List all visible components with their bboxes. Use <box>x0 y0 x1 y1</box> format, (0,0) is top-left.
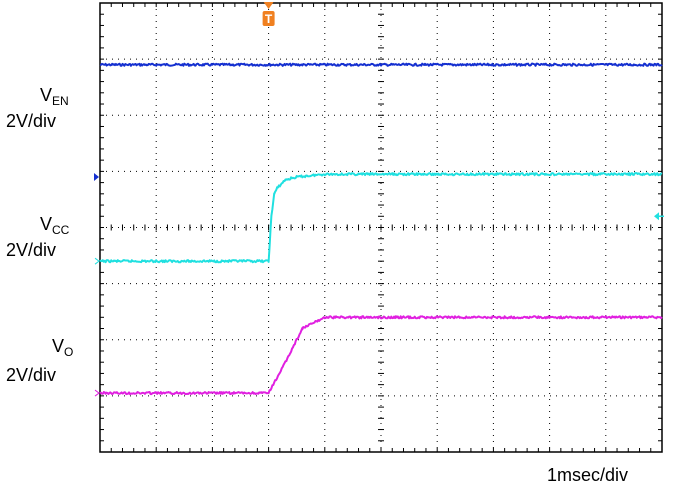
trigger-level-marker <box>654 212 659 221</box>
graticule <box>99 2 663 453</box>
series-layer <box>99 62 663 396</box>
vo-ground-marker <box>94 389 100 397</box>
ven-trace <box>99 62 663 67</box>
vo-label: VO <box>52 336 73 359</box>
grid-lines <box>99 2 663 453</box>
vcc-scale: 2V/div <box>6 240 56 260</box>
vcc-label: VCC <box>40 214 70 237</box>
trace-label-vo: VO 2V/div <box>6 336 73 385</box>
vo-scale: 2V/div <box>6 365 56 385</box>
x-axis-label: 1msec/div <box>547 465 628 485</box>
trigger-arrow-icon <box>263 2 274 9</box>
vcc-ground-marker <box>94 257 100 265</box>
marker-layer: T <box>94 2 664 397</box>
ven-ground-marker <box>94 172 99 181</box>
trigger-label: T <box>265 12 273 26</box>
vo-trace <box>99 315 663 396</box>
ven-label: VEN <box>40 85 69 108</box>
trace-label-vcc: VCC 2V/div <box>6 214 70 260</box>
trigger-badge <box>262 11 275 26</box>
vcc-trace <box>99 172 663 264</box>
trace-label-ven: VEN 2V/div <box>6 85 69 131</box>
ven-scale: 2V/div <box>6 111 56 131</box>
